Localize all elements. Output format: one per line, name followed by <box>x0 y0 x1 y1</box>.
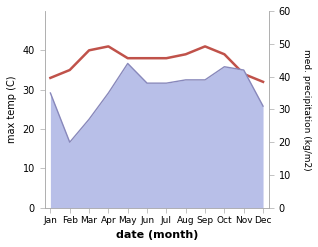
Y-axis label: max temp (C): max temp (C) <box>7 76 17 143</box>
X-axis label: date (month): date (month) <box>115 230 198 240</box>
Y-axis label: med. precipitation (kg/m2): med. precipitation (kg/m2) <box>302 49 311 170</box>
